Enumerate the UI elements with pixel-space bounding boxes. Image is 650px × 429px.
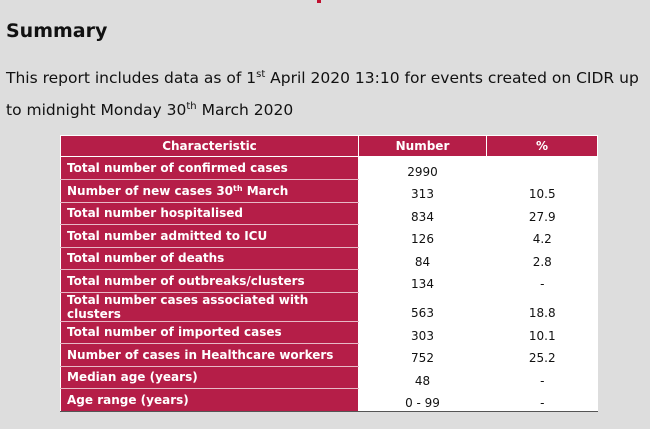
intro-text-1: This report includes data as of 1 — [6, 69, 257, 87]
row-characteristic: Number of cases in Healthcare workers — [60, 343, 359, 367]
table-row: Total number cases associated with clust… — [60, 292, 598, 322]
table-row: Median age (years) 48 - — [60, 366, 598, 389]
row-percent: 18.8 — [486, 292, 598, 321]
row-characteristic-text: Number of new cases 30 — [67, 183, 234, 198]
table-row: Age range (years) 0 - 99 - — [60, 388, 598, 412]
row-percent: 27.9 — [486, 202, 598, 225]
row-percent: 25.2 — [486, 343, 598, 366]
row-characteristic-superscript: th — [233, 183, 243, 193]
table-row: Total number of imported cases 303 10.1 — [60, 321, 598, 344]
intro-text-3: March 2020 — [196, 101, 294, 119]
table-row: Total number of outbreaks/clusters 134 - — [60, 269, 598, 293]
row-number: 126 — [358, 224, 487, 247]
row-percent: 10.5 — [486, 179, 598, 202]
table-row: Total number of confirmed cases 2990 — [60, 156, 598, 180]
row-percent: 4.2 — [486, 224, 598, 247]
row-number: 752 — [358, 343, 487, 366]
header-number: Number — [358, 135, 487, 157]
row-characteristic: Total number of outbreaks/clusters — [60, 269, 359, 293]
row-number: 563 — [358, 292, 487, 321]
row-characteristic-text-end: March — [242, 183, 289, 198]
row-number: 303 — [358, 321, 487, 344]
table-row: Total number of deaths 84 2.8 — [60, 247, 598, 270]
table-header-row: Characteristic Number % — [60, 135, 598, 157]
row-number: 834 — [358, 202, 487, 225]
table-row: Number of new cases 30th March 313 10.5 — [60, 179, 598, 203]
intro-text-2: April 2020 13:10 for events created on C… — [6, 69, 639, 119]
row-characteristic: Total number hospitalised — [60, 202, 359, 225]
row-percent: 2.8 — [486, 247, 598, 270]
header-characteristic: Characteristic — [60, 135, 359, 157]
row-number: 134 — [358, 269, 487, 292]
header-percent: % — [486, 135, 598, 157]
intro-superscript-1: st — [256, 69, 266, 80]
row-number: 48 — [358, 366, 487, 389]
row-characteristic: Total number of deaths — [60, 247, 359, 270]
row-number: 0 - 99 — [358, 388, 487, 412]
table-row: Total number hospitalised 834 27.9 — [60, 202, 598, 225]
row-characteristic: Median age (years) — [60, 366, 359, 389]
intro-paragraph: This report includes data as of 1st Apri… — [6, 62, 646, 126]
row-percent: - — [486, 269, 598, 292]
row-characteristic: Total number of imported cases — [60, 321, 359, 344]
section-heading: Summary — [6, 20, 108, 42]
row-number: 84 — [358, 247, 487, 270]
table-row: Total number admitted to ICU 126 4.2 — [60, 224, 598, 248]
row-percent: - — [486, 388, 598, 412]
row-percent: - — [486, 366, 598, 389]
row-characteristic: Total number of confirmed cases — [60, 156, 359, 180]
row-characteristic: Total number admitted to ICU — [60, 224, 359, 248]
row-number: 313 — [358, 179, 487, 202]
row-characteristic: Number of new cases 30th March — [60, 179, 359, 203]
summary-table: Characteristic Number % Total number of … — [60, 135, 598, 412]
table-row: Number of cases in Healthcare workers 75… — [60, 343, 598, 367]
row-characteristic: Age range (years) — [60, 388, 359, 412]
intro-superscript-2: th — [186, 101, 197, 112]
row-number: 2990 — [358, 156, 487, 180]
top-accent-mark — [317, 0, 321, 3]
row-percent: 10.1 — [486, 321, 598, 344]
row-characteristic: Total number cases associated with clust… — [60, 292, 359, 322]
row-percent — [486, 156, 598, 180]
